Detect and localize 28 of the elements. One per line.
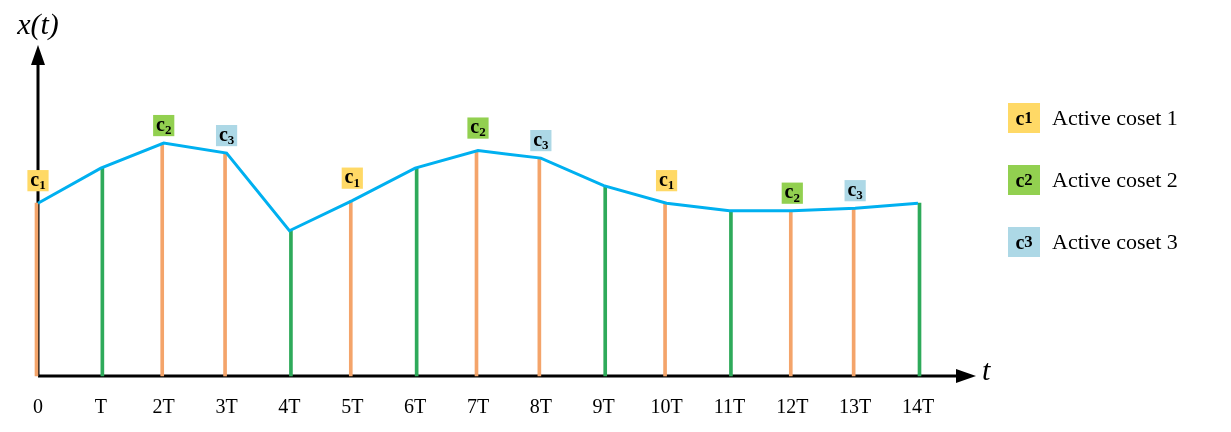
bar <box>663 202 667 377</box>
legend-label: Active coset 1 <box>1052 105 1178 131</box>
x-tick-label: T <box>94 395 107 418</box>
x-tick-label: 11T <box>713 395 746 418</box>
bar <box>160 142 165 377</box>
x-tick-label: 13T <box>839 395 872 418</box>
x-tick-label: 4T <box>278 395 301 418</box>
legend-label: Active coset 3 <box>1052 229 1178 255</box>
x-axis-title: t <box>982 352 991 386</box>
bar <box>788 210 793 377</box>
x-tick-label: 7T <box>466 395 490 418</box>
x-tick-label: 9T <box>592 395 615 418</box>
x-tick-label: 5T <box>341 395 364 418</box>
legend-label: Active coset 2 <box>1052 167 1178 193</box>
bar <box>729 210 733 377</box>
x-tick-label: 14T <box>901 395 935 418</box>
y-axis-title: x(t) <box>16 6 59 41</box>
bar <box>603 185 608 377</box>
x-tick-label: 8T <box>529 395 552 418</box>
x-tick-label: 6T <box>404 395 427 418</box>
x-tick-label: 3T <box>215 395 238 418</box>
bar <box>289 230 293 377</box>
x-tick-label: 0 <box>33 395 43 418</box>
x-tick-label: 2T <box>152 395 175 418</box>
bar <box>223 152 227 377</box>
bar <box>348 200 353 377</box>
x-tick-label: 12T <box>776 395 809 418</box>
x-tick-label: 10T <box>650 395 683 418</box>
